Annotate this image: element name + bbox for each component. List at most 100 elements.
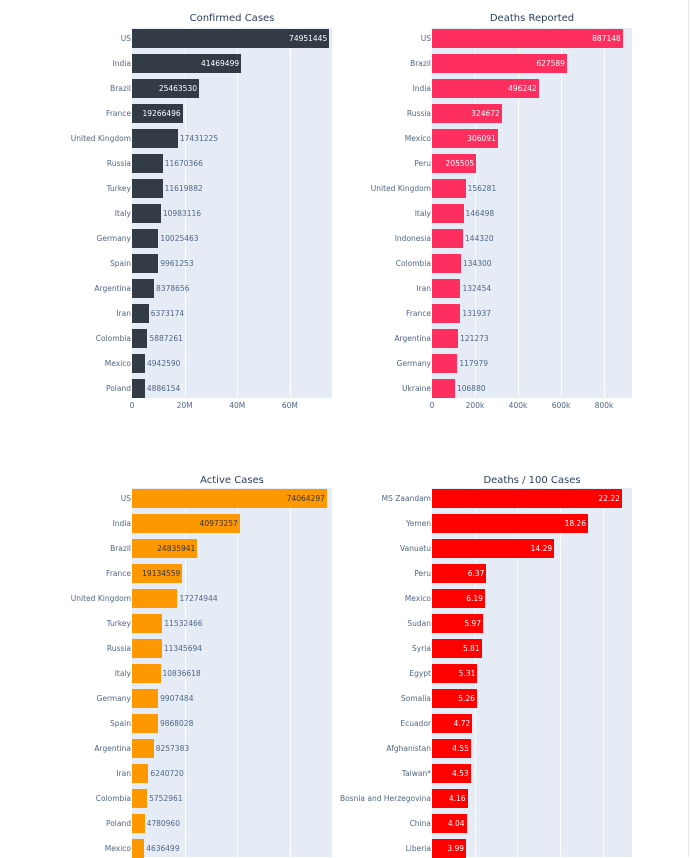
bar-iran	[132, 764, 149, 783]
bar-ecuador	[432, 714, 473, 733]
bar-united-kingdom	[432, 179, 466, 198]
bar-italy	[132, 664, 161, 683]
bar-argentina	[132, 739, 154, 758]
value-label: 496242	[508, 83, 537, 93]
x-gridline	[290, 28, 291, 398]
bar-vanuatu	[432, 539, 555, 558]
category-label: Egypt	[409, 668, 431, 678]
value-label: 5.31	[458, 668, 476, 678]
category-label: Mexico	[104, 358, 131, 368]
bar-peru	[432, 154, 477, 173]
bar-colombia	[132, 789, 148, 808]
category-label: US	[120, 33, 131, 43]
bar-india	[432, 79, 539, 98]
category-label: Vanuatu	[400, 543, 431, 553]
category-label: France	[406, 308, 431, 318]
value-label: 4.04	[447, 818, 465, 828]
x-gridline	[518, 28, 519, 398]
value-label: 11345694	[163, 643, 203, 653]
chart-title: Deaths / 100 Cases	[483, 475, 581, 486]
value-label: 121273	[460, 333, 489, 343]
category-label: Russia	[106, 158, 131, 168]
value-label: 4942590	[147, 358, 181, 368]
value-label: 156281	[467, 183, 497, 193]
category-label: MS Zaandam	[381, 493, 431, 503]
category-label: Iran	[416, 283, 431, 293]
value-label: 146498	[465, 208, 495, 218]
value-label: 4886154	[146, 383, 181, 393]
bar-germany	[432, 354, 458, 373]
bar-syria	[432, 639, 482, 658]
value-label: 106880	[456, 383, 486, 393]
bar-united-kingdom	[132, 129, 178, 148]
category-label: Syria	[412, 643, 431, 653]
value-label: 4636499	[146, 843, 180, 853]
value-label: 4.72	[453, 718, 471, 728]
x-tick-label: 800k	[594, 401, 614, 410]
value-label: 19134559	[142, 568, 181, 578]
x-gridline	[604, 28, 605, 398]
value-label: 11670366	[164, 158, 203, 168]
bar-germany	[132, 689, 159, 708]
category-label: India	[412, 83, 431, 93]
bar-mexico	[132, 839, 145, 858]
bar-sudan	[432, 614, 484, 633]
value-label: 18.26	[564, 518, 587, 528]
bar-brazil	[432, 54, 567, 73]
category-label: Peru	[414, 158, 431, 168]
bar-colombia	[132, 329, 148, 348]
value-label: 8378656	[156, 283, 190, 293]
category-label: Spain	[110, 718, 131, 728]
category-label: United Kingdom	[70, 593, 131, 603]
category-label: Colombia	[95, 793, 131, 803]
bar-mexico	[132, 354, 145, 373]
x-gridline	[290, 488, 291, 857]
x-gridline	[237, 488, 238, 857]
chart-title: Deaths Reported	[489, 13, 575, 24]
value-label: 134300	[462, 258, 492, 268]
bar-mexico	[432, 129, 498, 148]
category-label: India	[112, 518, 131, 528]
value-label: 627589	[536, 58, 565, 68]
value-label: 117979	[459, 358, 488, 368]
bar-mexico	[432, 589, 485, 608]
x-gridline	[185, 488, 186, 857]
value-label: 25463530	[158, 83, 197, 93]
category-label: United Kingdom	[370, 183, 431, 193]
category-label: France	[106, 108, 131, 118]
category-label: Somalia	[400, 693, 431, 703]
value-label: 24835941	[157, 543, 196, 553]
category-label: Argentina	[94, 283, 131, 293]
category-label: France	[106, 568, 131, 578]
bar-egypt	[432, 664, 478, 683]
bar-brazil	[132, 79, 199, 98]
bar-italy	[432, 204, 464, 223]
x-tick-label: 60M	[281, 401, 298, 410]
category-label: Argentina	[94, 743, 131, 753]
value-label: 17274944	[179, 593, 218, 603]
category-label: Colombia	[395, 258, 431, 268]
value-label: 9907484	[160, 693, 194, 703]
x-tick-label: 200k	[465, 401, 485, 410]
value-label: 5752961	[149, 793, 183, 803]
category-label: Brazil	[110, 543, 131, 553]
category-label: Mexico	[404, 133, 431, 143]
value-label: 132454	[462, 283, 492, 293]
bar-ukraine	[432, 379, 455, 398]
bar-taiwan-	[432, 764, 471, 783]
bar-poland	[132, 379, 145, 398]
bar-united-kingdom	[132, 589, 178, 608]
bar-us	[432, 29, 623, 48]
bar-argentina	[132, 279, 155, 298]
category-label: US	[120, 493, 131, 503]
chart-title: Confirmed Cases	[189, 13, 275, 24]
x-tick-label: 0	[129, 401, 135, 410]
bar-india	[132, 54, 242, 73]
category-label: Iran	[116, 768, 131, 778]
value-label: 10983116	[162, 208, 202, 218]
category-label: Ecuador	[400, 718, 431, 728]
bar-argentina	[432, 329, 459, 348]
bar-brazil	[132, 539, 198, 558]
category-label: Italy	[114, 668, 131, 678]
bar-liberia	[432, 839, 467, 858]
